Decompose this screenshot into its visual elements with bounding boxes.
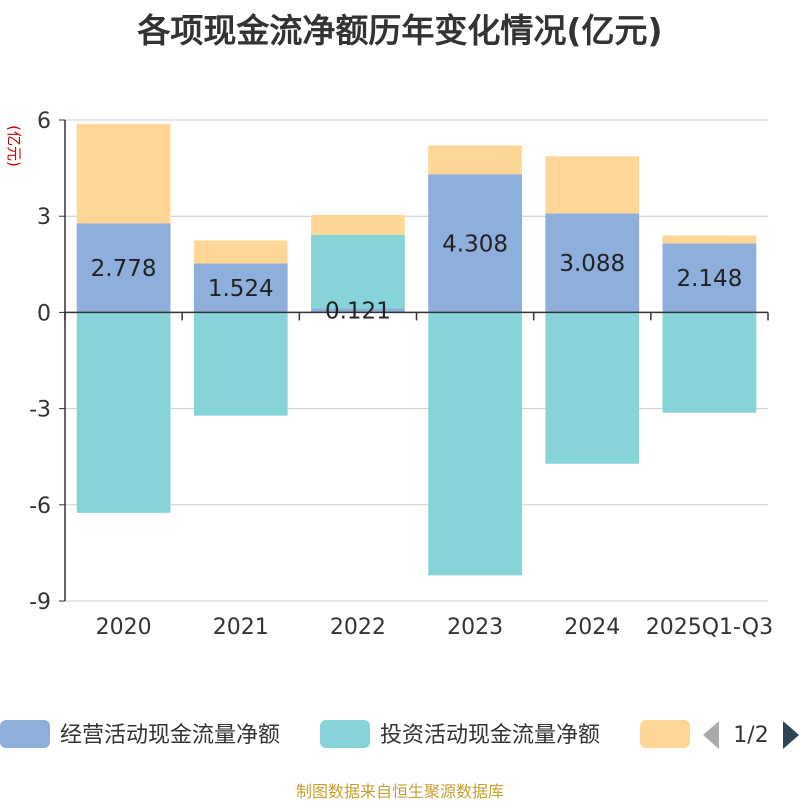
- bar-2-2023: [428, 312, 522, 576]
- legend-swatch[interactable]: [0, 720, 50, 748]
- legend-page-indicator: 1/2: [733, 723, 768, 748]
- data-label: 3.088: [559, 251, 625, 277]
- legend-swatch[interactable]: [640, 720, 690, 748]
- legend-label[interactable]: 投资活动现金流量净额: [380, 723, 600, 748]
- bar-3-2020: [76, 123, 171, 224]
- bar-2-2024: [545, 312, 640, 464]
- bar-2-2025Q1-Q3: [662, 312, 757, 413]
- x-tick-label: 2020: [96, 615, 152, 640]
- bar-3-2021: [193, 240, 288, 264]
- y-tick-label: 0: [37, 301, 51, 326]
- y-axis-label: (亿元): [5, 125, 23, 167]
- data-label: 1.524: [208, 276, 274, 302]
- bar-1-2022: [311, 308, 405, 313]
- bar-3-2023: [428, 145, 522, 175]
- bar-3-2024: [545, 156, 640, 214]
- bar-1-2020: [76, 223, 171, 313]
- bar-1-2021: [193, 263, 288, 313]
- legend-next-icon[interactable]: [783, 721, 799, 749]
- data-label: 2.778: [91, 256, 157, 282]
- legend-label[interactable]: 经营活动现金流量净额: [60, 723, 280, 748]
- x-tick-label: 2022: [330, 615, 386, 640]
- y-tick-label: -6: [29, 494, 51, 519]
- bar-3-2025Q1-Q3: [662, 235, 757, 244]
- source-note: 制图数据来自恒生聚源数据库: [295, 782, 504, 801]
- bar-1-2025Q1-Q3: [662, 243, 757, 313]
- bar-2-2021: [193, 312, 288, 416]
- data-label: 4.308: [442, 231, 508, 257]
- bar-1-2024: [545, 213, 640, 313]
- y-tick-label: 6: [37, 109, 51, 134]
- y-tick-label: -9: [29, 590, 51, 615]
- y-tick-label: -3: [29, 398, 51, 423]
- bar-2-2020: [76, 312, 171, 513]
- data-label: 0.121: [325, 298, 391, 324]
- legend-prev-icon[interactable]: [703, 721, 719, 749]
- legend-swatch[interactable]: [320, 720, 370, 748]
- x-tick-label: 2024: [564, 615, 620, 640]
- data-label: 2.148: [676, 266, 742, 292]
- y-tick-label: 3: [37, 205, 51, 230]
- x-tick-label: 2025Q1-Q3: [646, 615, 773, 640]
- chart-title: 各项现金流净额历年变化情况(亿元): [137, 11, 663, 50]
- bar-2-2022: [311, 234, 405, 309]
- bar-1-2023: [428, 174, 522, 313]
- x-tick-label: 2021: [213, 615, 269, 640]
- x-tick-label: 2023: [447, 615, 503, 640]
- bar-3-2022: [311, 214, 405, 235]
